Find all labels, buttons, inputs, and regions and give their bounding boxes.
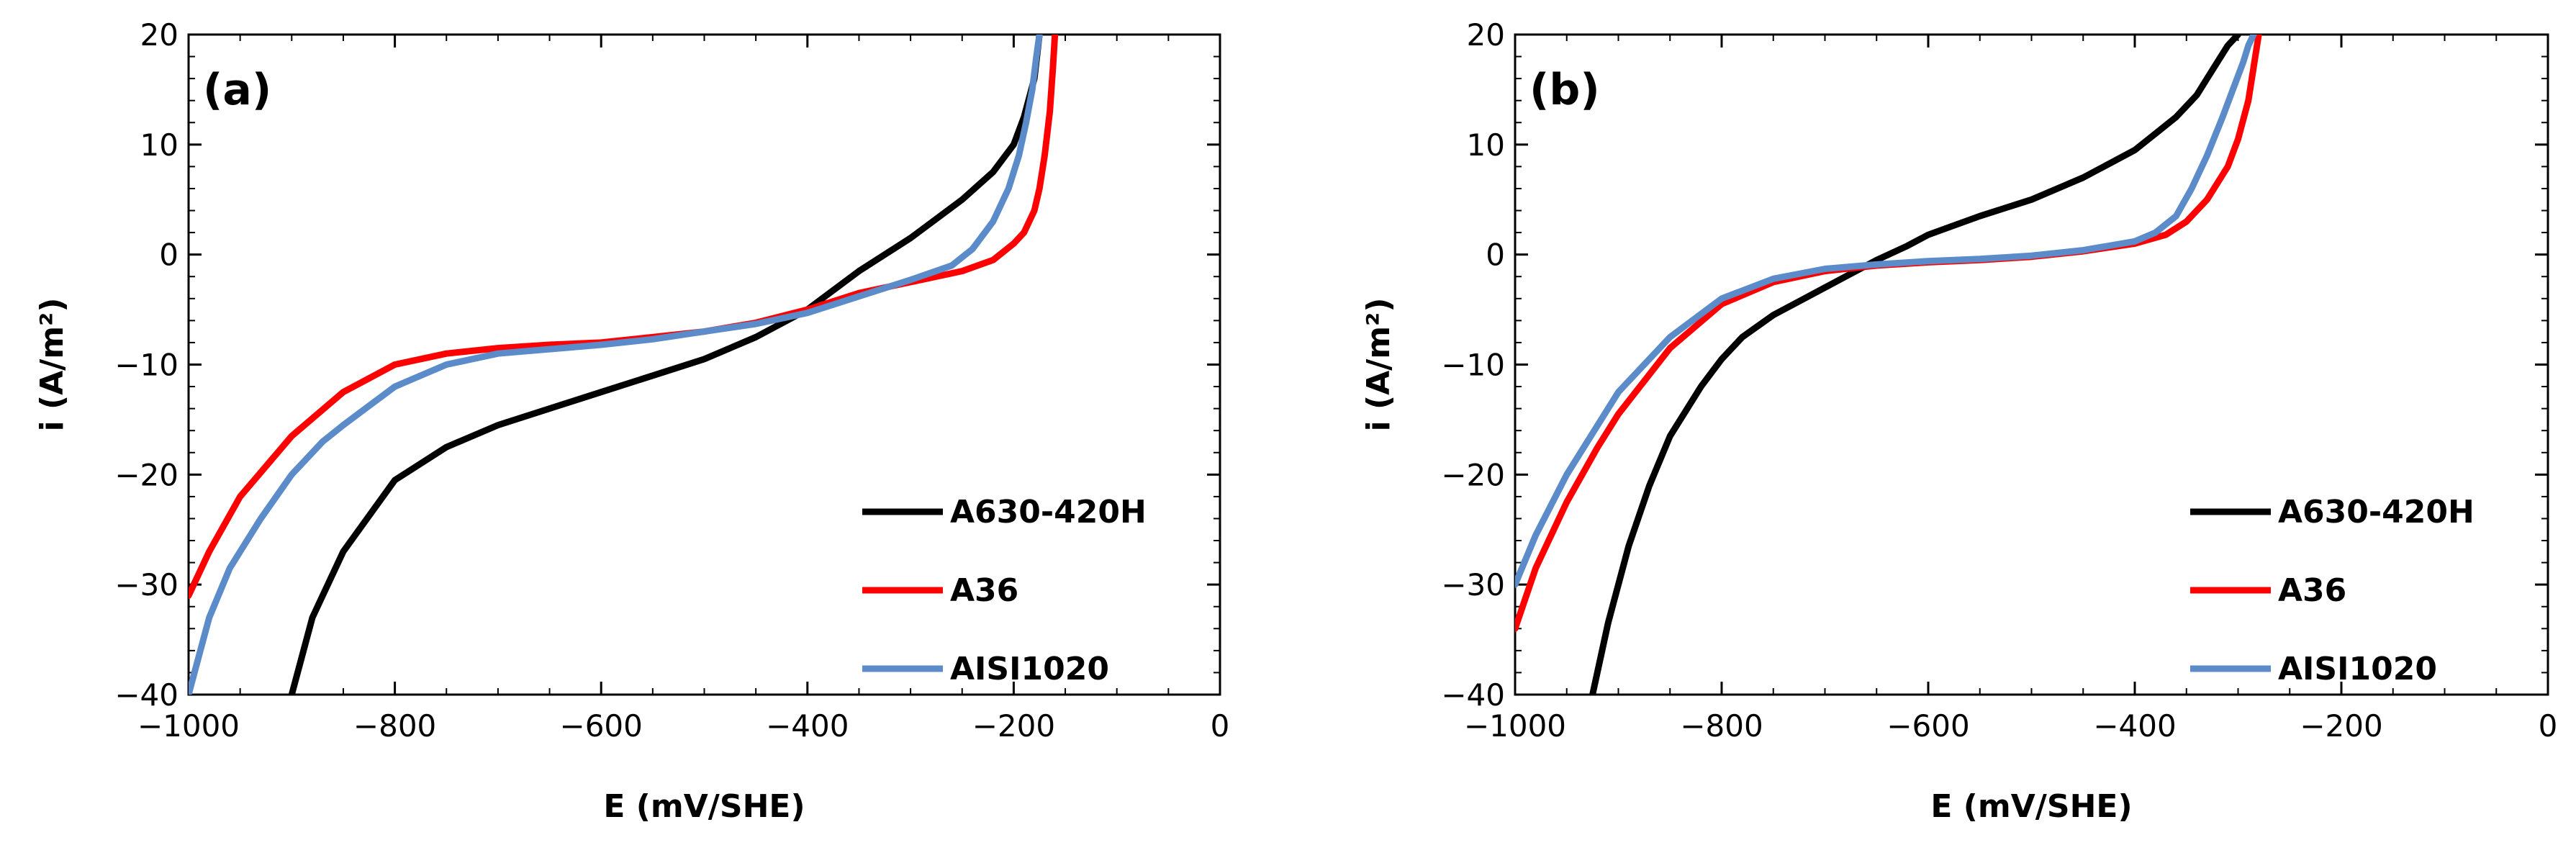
- plot-frame: [1514, 33, 2549, 696]
- x-tick-label: −400: [766, 708, 849, 744]
- legend-label: A36: [950, 572, 1018, 609]
- x-tick-label: −200: [2300, 708, 2382, 744]
- x-tick-label: 0: [2539, 708, 2558, 744]
- y-axis-title: i (A/m²): [34, 298, 71, 432]
- y-tick-label: −20: [114, 457, 178, 492]
- plot-frame: [187, 33, 1221, 696]
- x-axis-title: E (mV/SHE): [1930, 788, 2132, 825]
- y-tick-label: 10: [140, 127, 178, 163]
- y-tick-label: −30: [1441, 567, 1505, 602]
- panel-label: (a): [203, 65, 271, 115]
- y-tick-label: −10: [1441, 348, 1505, 383]
- y-tick-label: 20: [1467, 17, 1505, 53]
- chart-panel-2: −1000 −800 −600 −400 −200 0 −40 −30 −20 −10 0 10 20 E…: [1360, 17, 2557, 825]
- y-tick-label: 20: [140, 17, 178, 53]
- x-tick-label: −1000: [137, 708, 240, 744]
- series-line-aisi1020: [189, 35, 1043, 695]
- series-line-a630-420h: [288, 35, 1043, 695]
- legend-label: A36: [2278, 572, 2346, 609]
- x-tick-label: −600: [1886, 708, 1969, 744]
- series-line-aisi1020: [1515, 35, 2257, 588]
- x-axis-title: E (mV/SHE): [603, 788, 805, 825]
- y-tick-label: 0: [159, 238, 178, 273]
- x-tick-label: −200: [972, 708, 1055, 744]
- legend-label: A630-420H: [2278, 494, 2475, 530]
- legend-label: A630-420H: [950, 494, 1147, 530]
- chart-panel-1: −1000 −800 −600 −400 −200 0 −40 −30 −20 −10 0 10 20 E…: [34, 17, 1229, 825]
- y-tick-label: −40: [1441, 677, 1505, 713]
- x-tick-label: −400: [2093, 708, 2176, 744]
- y-tick-label: −40: [114, 677, 178, 713]
- x-tick-label: 0: [1211, 708, 1230, 744]
- series-line-a36: [1515, 35, 2262, 632]
- y-tick-label: 10: [1467, 127, 1505, 163]
- y-tick-label: −20: [1441, 457, 1505, 492]
- y-tick-label: −30: [114, 567, 178, 602]
- x-tick-label: −1000: [1464, 708, 1566, 744]
- panel-label: (b): [1529, 65, 1600, 115]
- y-axis-title: i (A/m²): [1360, 298, 1397, 432]
- x-tick-label: −800: [353, 708, 436, 744]
- y-tick-label: 0: [1486, 238, 1505, 273]
- x-tick-label: −600: [560, 708, 643, 744]
- legend-label: AISI1020: [2278, 651, 2437, 687]
- x-tick-label: −800: [1680, 708, 1763, 744]
- series-line-a630-420h: [1589, 35, 2241, 695]
- legend-label: AISI1020: [950, 651, 1109, 687]
- y-tick-label: −10: [114, 348, 178, 383]
